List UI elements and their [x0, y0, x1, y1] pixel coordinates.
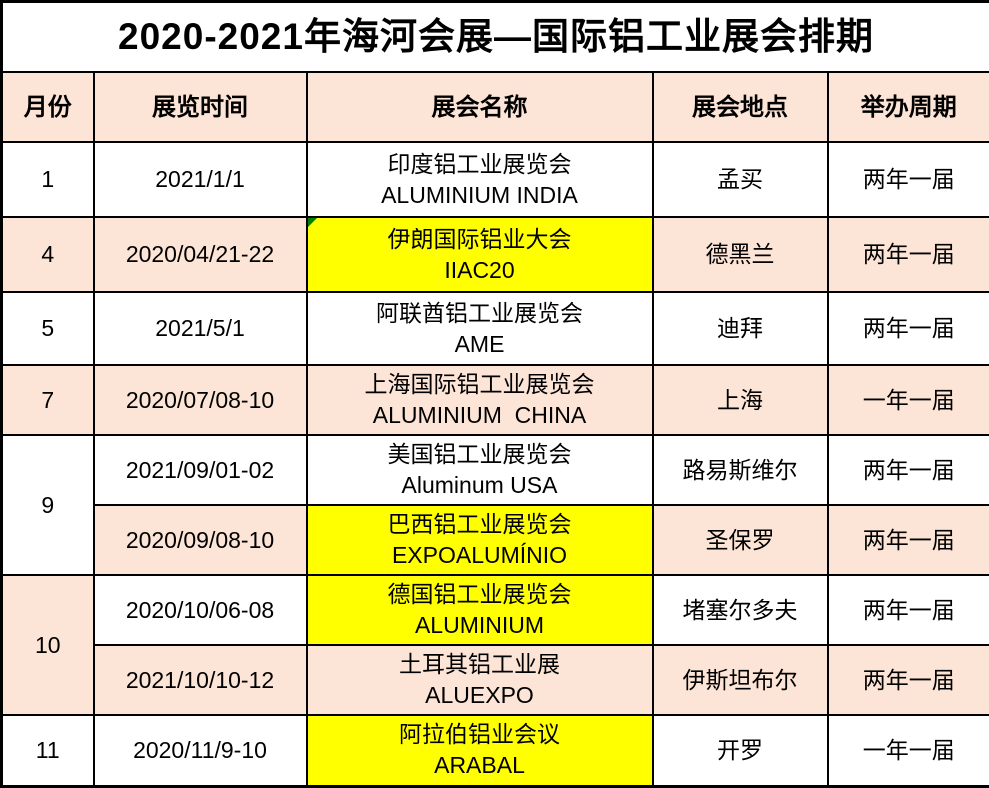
- table-row: 4 2020/04/21-22 伊朗国际铝业大会 IIAC20 德黑兰 两年一届: [2, 217, 989, 292]
- column-header-location: 展会地点: [653, 72, 828, 142]
- date-cell: 2020/10/06-08: [94, 575, 307, 645]
- month-cell: 5: [2, 292, 94, 365]
- month-cell: 1: [2, 142, 94, 217]
- exhibition-name-cn: 伊朗国际铝业大会: [312, 224, 648, 255]
- date-cell: 2021/5/1: [94, 292, 307, 365]
- table-row: 9 2021/09/01-02 美国铝工业展览会 Aluminum USA 路易…: [2, 435, 989, 505]
- exhibition-name-en: AME: [312, 329, 648, 360]
- exhibition-name-cn: 阿联酋铝工业展览会: [312, 298, 648, 329]
- table-row: 11 2020/11/9-10 阿拉伯铝业会议 ARABAL 开罗 一年一届: [2, 715, 989, 786]
- date-cell: 2020/11/9-10: [94, 715, 307, 786]
- location-cell: 圣保罗: [653, 505, 828, 575]
- exhibition-name-en: ALUMINIUM CHINA: [312, 400, 648, 431]
- table-row: 2020/09/08-10 巴西铝工业展览会 EXPOALUMÍNIO 圣保罗 …: [2, 505, 989, 575]
- exhibition-name-cn: 巴西铝工业展览会: [312, 509, 648, 540]
- exhibition-name-en: IIAC20: [312, 255, 648, 286]
- location-cell: 上海: [653, 365, 828, 435]
- cycle-cell: 两年一届: [828, 142, 989, 217]
- exhibition-name-cn: 上海国际铝工业展览会: [312, 369, 648, 400]
- location-cell: 孟买: [653, 142, 828, 217]
- cycle-cell: 两年一届: [828, 505, 989, 575]
- date-cell: 2021/09/01-02: [94, 435, 307, 505]
- cycle-cell: 两年一届: [828, 645, 989, 715]
- page-title: 2020-2021年海河会展—国际铝工业展会排期: [2, 2, 989, 73]
- green-corner-flag-icon: [308, 218, 317, 227]
- column-header-month: 月份: [2, 72, 94, 142]
- exhibition-name-cn: 印度铝工业展览会: [312, 149, 648, 180]
- location-cell: 堵塞尔多夫: [653, 575, 828, 645]
- title-row: 2020-2021年海河会展—国际铝工业展会排期: [2, 2, 989, 73]
- cycle-cell: 一年一届: [828, 365, 989, 435]
- exhibition-name-cell: 土耳其铝工业展 ALUEXPO: [307, 645, 653, 715]
- location-cell: 开罗: [653, 715, 828, 786]
- exhibition-name-en: ALUMINIUM: [312, 610, 648, 641]
- cycle-cell: 两年一届: [828, 292, 989, 365]
- exhibition-name-cell: 阿联酋铝工业展览会 AME: [307, 292, 653, 365]
- exhibition-name-cn: 德国铝工业展览会: [312, 579, 648, 610]
- month-cell: 11: [2, 715, 94, 786]
- exhibition-name-cell: 阿拉伯铝业会议 ARABAL: [307, 715, 653, 786]
- exhibition-name-en: ARABAL: [312, 750, 648, 781]
- table-row: 7 2020/07/08-10 上海国际铝工业展览会 ALUMINIUM CHI…: [2, 365, 989, 435]
- exhibition-name-cell: 美国铝工业展览会 Aluminum USA: [307, 435, 653, 505]
- month-cell: 4: [2, 217, 94, 292]
- exhibition-name-cn: 美国铝工业展览会: [312, 439, 648, 470]
- table-row: 1 2021/1/1 印度铝工业展览会 ALUMINIUM INDIA 孟买 两…: [2, 142, 989, 217]
- table-row: 5 2021/5/1 阿联酋铝工业展览会 AME 迪拜 两年一届: [2, 292, 989, 365]
- exhibition-name-cn: 阿拉伯铝业会议: [312, 719, 648, 750]
- exhibition-name-en: Aluminum USA: [312, 470, 648, 501]
- column-header-date: 展览时间: [94, 72, 307, 142]
- exhibition-name-en: ALUMINIUM INDIA: [312, 180, 648, 211]
- header-row: 月份 展览时间 展会名称 展会地点 举办周期: [2, 72, 989, 142]
- exhibition-name-cell: 巴西铝工业展览会 EXPOALUMÍNIO: [307, 505, 653, 575]
- exhibition-name-en: ALUEXPO: [312, 680, 648, 711]
- exhibition-name-en: EXPOALUMÍNIO: [312, 540, 648, 571]
- cycle-cell: 两年一届: [828, 217, 989, 292]
- exhibition-name-cell: 伊朗国际铝业大会 IIAC20: [307, 217, 653, 292]
- location-cell: 路易斯维尔: [653, 435, 828, 505]
- month-cell: 10: [2, 575, 94, 715]
- date-cell: 2020/04/21-22: [94, 217, 307, 292]
- cycle-cell: 一年一届: [828, 715, 989, 786]
- column-header-cycle: 举办周期: [828, 72, 989, 142]
- location-cell: 迪拜: [653, 292, 828, 365]
- date-cell: 2020/07/08-10: [94, 365, 307, 435]
- table-row: 10 2020/10/06-08 德国铝工业展览会 ALUMINIUM 堵塞尔多…: [2, 575, 989, 645]
- exhibition-name-cn: 土耳其铝工业展: [312, 649, 648, 680]
- date-cell: 2020/09/08-10: [94, 505, 307, 575]
- exhibition-name-cell: 德国铝工业展览会 ALUMINIUM: [307, 575, 653, 645]
- month-cell: 7: [2, 365, 94, 435]
- cycle-cell: 两年一届: [828, 435, 989, 505]
- column-header-name: 展会名称: [307, 72, 653, 142]
- cycle-cell: 两年一届: [828, 575, 989, 645]
- location-cell: 伊斯坦布尔: [653, 645, 828, 715]
- table-row: 2021/10/10-12 土耳其铝工业展 ALUEXPO 伊斯坦布尔 两年一届: [2, 645, 989, 715]
- date-cell: 2021/1/1: [94, 142, 307, 217]
- exhibition-name-cell: 上海国际铝工业展览会 ALUMINIUM CHINA: [307, 365, 653, 435]
- location-cell: 德黑兰: [653, 217, 828, 292]
- date-cell: 2021/10/10-12: [94, 645, 307, 715]
- exhibition-name-cell: 印度铝工业展览会 ALUMINIUM INDIA: [307, 142, 653, 217]
- month-cell: 9: [2, 435, 94, 575]
